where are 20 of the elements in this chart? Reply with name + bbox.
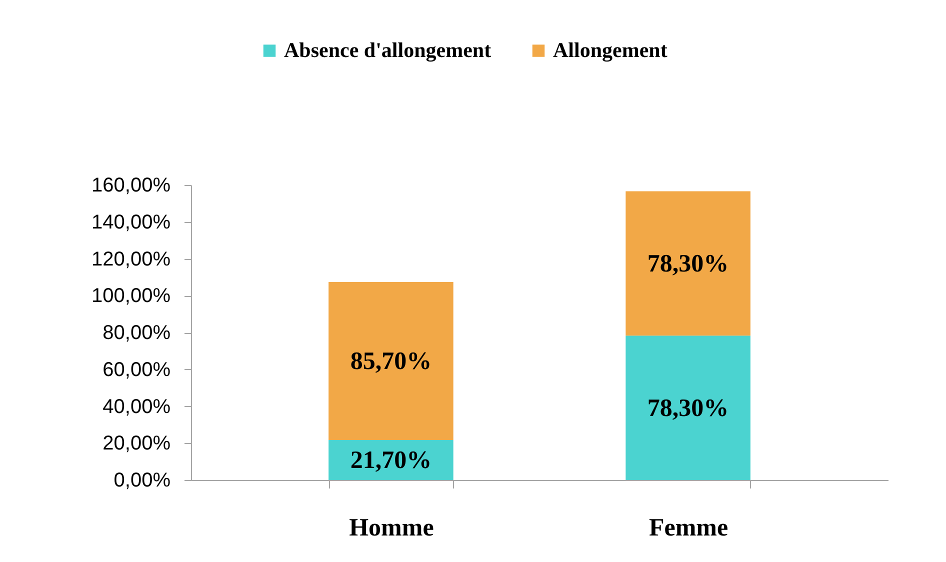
y-tick-label: 80,00%	[102, 322, 171, 344]
data-label: 78,30%	[647, 394, 729, 422]
y-tick-label: 160,00%	[92, 174, 171, 196]
x-tick-label: Femme	[648, 514, 728, 542]
bar	[626, 191, 750, 336]
y-tick-label: 120,00%	[92, 248, 171, 270]
bar	[626, 336, 750, 480]
y-tick-label: 100,00%	[92, 285, 171, 308]
bar	[328, 282, 454, 440]
data-label: 78,30%	[647, 250, 729, 278]
y-tick-label: 140,00%	[92, 211, 171, 234]
data-label: 21,70%	[350, 446, 432, 474]
y-tick-label: 60,00%	[102, 358, 171, 381]
legend-label: Allongement	[553, 38, 668, 62]
y-tick-label: 20,00%	[102, 432, 171, 455]
legend-label: Absence d'allongement	[284, 38, 492, 62]
data-label: 85,70%	[350, 348, 432, 375]
y-tick-label: 40,00%	[102, 396, 171, 418]
y-tick-label: 0,00%	[114, 470, 171, 492]
x-tick-label: Homme	[349, 514, 434, 542]
